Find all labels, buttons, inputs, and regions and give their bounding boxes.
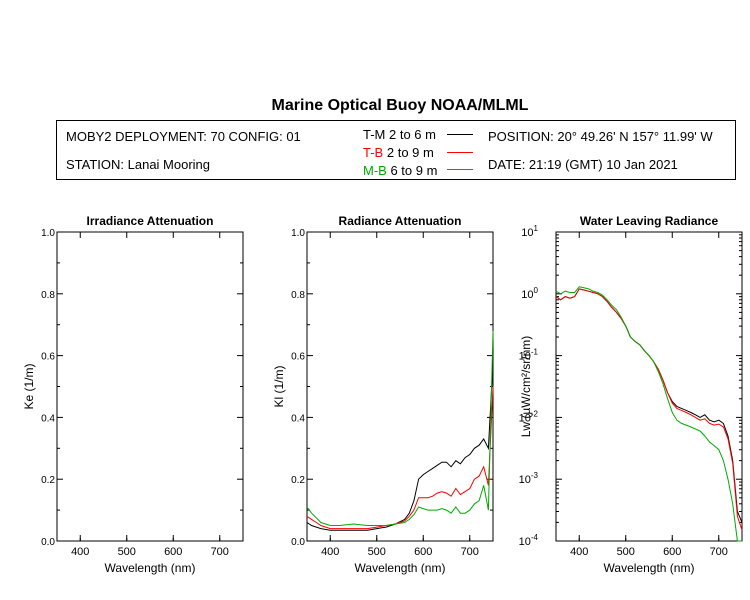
info-box: MOBY2 DEPLOYMENT: 70 CONFIG: 01 STATION:…	[56, 120, 736, 180]
legend-depth-tm: 2 to 6 m	[389, 127, 436, 142]
y-tick-label-0-4: 0.8	[41, 290, 55, 301]
y-tick-label-1-2: 0.4	[291, 413, 305, 424]
y-tick-label-2-1: 10-3	[519, 471, 539, 486]
y-axis-label-1: Kl (1/m)	[272, 365, 286, 407]
legend-line-tb	[447, 152, 473, 153]
legend-tag-mb: M-B	[363, 163, 387, 178]
y-tick-label-1-3: 0.6	[291, 352, 305, 363]
legend-depth-tb: 2 to 9 m	[386, 145, 434, 160]
x-tick-label-1-1: 500	[368, 546, 386, 558]
x-tick-label-0-3: 700	[211, 546, 229, 558]
y-tick-label-1-4: 0.8	[291, 290, 305, 301]
x-tick-label-2-0: 400	[570, 546, 588, 558]
y-tick-label-0-3: 0.6	[41, 352, 55, 363]
chart-title-1: Radiance Attenuation	[339, 214, 462, 228]
y-tick-label-1-5: 1.0	[291, 228, 305, 239]
legend-tag-tb: T-B	[363, 145, 384, 160]
y-tick-label-0-0: 0.0	[41, 537, 55, 548]
x-axis-label-1: Wavelength (nm)	[355, 561, 446, 575]
y-tick-label-2-3: 10-1	[519, 348, 539, 363]
series-line-1-2	[306, 330, 494, 526]
plot-frame-0	[56, 231, 244, 542]
deployment-text: MOBY2 DEPLOYMENT: 70 CONFIG: 01	[66, 129, 301, 144]
legend-entry-tb: T-B 2 to 9 m	[363, 145, 434, 160]
x-tick-label-0-1: 500	[118, 546, 136, 558]
legend-entry-tm: T-M 2 to 6 m	[363, 127, 436, 142]
chart-title-2: Water Leaving Radiance	[580, 214, 719, 228]
position-text: POSITION: 20° 49.26' N 157° 11.99' W	[488, 129, 713, 144]
date-text: DATE: 21:19 (GMT) 10 Jan 2021	[488, 157, 678, 172]
plot-frame-2	[555, 231, 743, 542]
series-line-2-2	[555, 286, 742, 542]
x-axis-label-2: Wavelength (nm)	[604, 561, 695, 575]
x-tick-label-2-2: 600	[663, 546, 681, 558]
y-tick-label-0-5: 1.0	[41, 228, 55, 239]
y-tick-label-2-2: 10-2	[519, 409, 539, 424]
series-line-1-1	[306, 386, 494, 530]
x-tick-label-2-1: 500	[617, 546, 635, 558]
legend-entry-mb: M-B 6 to 9 m	[363, 163, 437, 178]
y-tick-label-0-2: 0.4	[41, 413, 55, 424]
y-tick-label-2-4: 100	[521, 286, 538, 301]
x-tick-label-1-3: 700	[461, 546, 479, 558]
y-axis-label-2: Lw (µW/cm²/sr/nm)	[519, 336, 533, 438]
series-line-1-0	[306, 361, 494, 531]
legend-line-tm	[447, 134, 473, 135]
plot-frame-1	[306, 231, 494, 542]
x-axis-label-0: Wavelength (nm)	[105, 561, 196, 575]
chart-title-0: Irradiance Attenuation	[87, 214, 214, 228]
y-axis-label-0: Ke (1/m)	[22, 363, 36, 409]
main-title: Marine Optical Buoy NOAA/MLML	[271, 97, 529, 114]
y-tick-label-2-0: 10-4	[519, 533, 539, 548]
x-tick-label-1-2: 600	[414, 546, 432, 558]
x-tick-label-1-0: 400	[321, 546, 339, 558]
legend-tag-tm: T-M	[363, 127, 386, 142]
series-line-2-0	[555, 288, 743, 523]
legend-line-mb	[447, 169, 473, 170]
x-tick-label-0-0: 400	[71, 546, 89, 558]
y-tick-label-1-1: 0.2	[291, 475, 305, 486]
station-text: STATION: Lanai Mooring	[66, 157, 211, 172]
series-line-2-1	[555, 288, 743, 531]
y-tick-label-2-5: 101	[521, 224, 538, 239]
y-tick-label-1-0: 0.0	[291, 537, 305, 548]
legend-depth-mb: 6 to 9 m	[390, 163, 438, 178]
y-tick-label-0-1: 0.2	[41, 475, 55, 486]
x-tick-label-2-3: 700	[710, 546, 728, 558]
x-tick-label-0-2: 600	[164, 546, 182, 558]
